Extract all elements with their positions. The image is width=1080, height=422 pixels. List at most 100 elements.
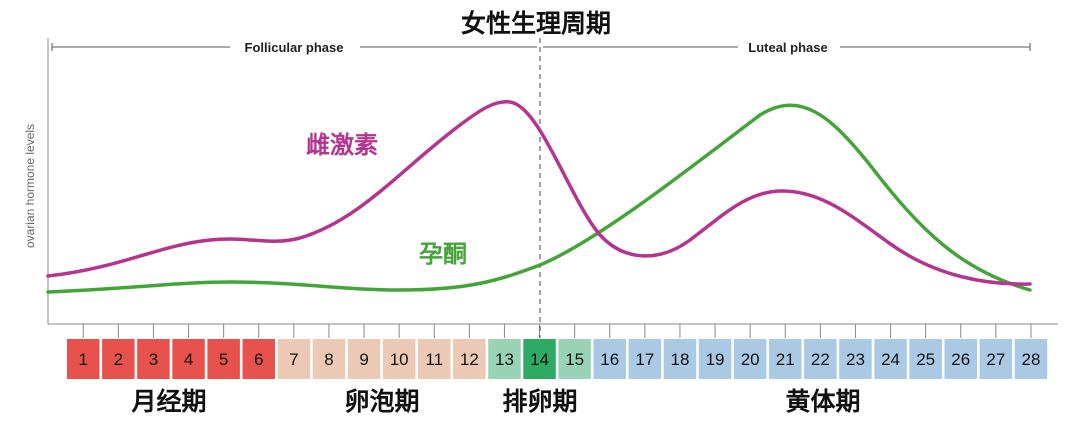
day-box [593, 339, 626, 379]
day-strip: 1 2 3 4 5 6 7 8 9 10 11 12 13 14 15 16 17 18 19 20 21 22 23 24 2… [67, 339, 1048, 379]
stage-label-luteal: 黄体期 [785, 387, 860, 416]
day-number: 18 [670, 350, 689, 369]
day-cell: 20 [733, 339, 767, 379]
day-box [663, 339, 697, 379]
day-box [453, 339, 486, 379]
day-box [137, 339, 170, 379]
day-box [347, 339, 381, 379]
day-cell: 23 [839, 339, 872, 379]
day-box [558, 339, 591, 379]
day-cell: 3 [137, 339, 170, 379]
day-cell: 15 [558, 339, 591, 379]
day-cell: 7 [277, 339, 311, 379]
day-cell: 5 [207, 339, 240, 379]
estrogen-curve [46, 100, 1032, 286]
day-number: 5 [219, 350, 228, 369]
day-box [804, 339, 837, 379]
day-box [979, 339, 1013, 379]
day-cell: 11 [418, 339, 451, 379]
day-box [839, 339, 872, 379]
luteal-phase-span: Luteal phase [543, 40, 1031, 55]
day-box [944, 339, 977, 379]
day-cell: 18 [663, 339, 697, 379]
day-cell: 12 [453, 339, 486, 379]
day-cell: 14 [523, 339, 556, 379]
day-cell: 13 [488, 339, 521, 379]
day-number: 9 [359, 350, 368, 369]
day-cell: 21 [769, 339, 802, 379]
day-box [523, 339, 556, 379]
day-number: 12 [460, 350, 479, 369]
estrogen-label: 雌激素 [306, 131, 378, 159]
day-box [312, 339, 346, 379]
stage-label-follicular: 卵泡期 [344, 387, 419, 416]
day-cell: 19 [698, 339, 732, 379]
x-axis-ticks [82, 324, 1032, 338]
day-cell: 28 [1014, 339, 1048, 379]
day-number: 7 [289, 350, 298, 369]
day-number: 2 [114, 350, 123, 369]
day-cell: 26 [944, 339, 977, 379]
luteal-phase-label: Luteal phase [748, 40, 827, 55]
day-box [1014, 339, 1048, 379]
day-box [488, 339, 521, 379]
day-box [172, 339, 205, 379]
follicular-phase-span: Follicular phase [51, 40, 537, 55]
day-box [733, 339, 767, 379]
day-number: 10 [390, 350, 409, 369]
day-cell: 25 [909, 339, 942, 379]
day-number: 27 [986, 350, 1005, 369]
day-box [277, 339, 311, 379]
day-cell: 8 [312, 339, 346, 379]
day-number: 17 [635, 350, 654, 369]
day-box [628, 339, 662, 379]
day-number: 19 [706, 350, 725, 369]
day-number: 24 [881, 350, 900, 369]
day-number: 23 [846, 350, 865, 369]
day-box [102, 339, 135, 379]
day-cell: 22 [804, 339, 837, 379]
progesterone-curve [46, 103, 1032, 294]
day-cell: 6 [242, 339, 275, 379]
day-box [909, 339, 942, 379]
day-number: 14 [530, 350, 549, 369]
day-number: 3 [149, 350, 158, 369]
progesterone-label: 孕酮 [419, 240, 467, 268]
day-cell: 17 [628, 339, 662, 379]
day-number: 25 [916, 350, 935, 369]
day-number: 4 [184, 350, 193, 369]
day-number: 28 [1021, 350, 1040, 369]
day-cell: 1 [67, 339, 100, 379]
day-number: 1 [79, 350, 88, 369]
day-number: 8 [324, 350, 333, 369]
day-number: 13 [495, 350, 514, 369]
day-box [698, 339, 732, 379]
stage-label-menstrual: 月经期 [130, 387, 206, 416]
day-cell: 4 [172, 339, 205, 379]
day-box [382, 339, 416, 379]
day-number: 16 [600, 350, 619, 369]
day-cell: 10 [382, 339, 416, 379]
day-number: 15 [565, 350, 584, 369]
day-number: 20 [741, 350, 760, 369]
day-cell: 2 [102, 339, 135, 379]
day-box [418, 339, 451, 379]
day-box [769, 339, 802, 379]
day-number: 26 [951, 350, 970, 369]
stage-label-ovulation: 排卵期 [502, 387, 577, 416]
page-title: 女性生理周期 [461, 9, 611, 38]
day-cell: 27 [979, 339, 1013, 379]
y-axis-label: ovarian hormone levels [23, 124, 37, 248]
day-number: 21 [776, 350, 795, 369]
day-number: 22 [811, 350, 830, 369]
day-cell: 24 [874, 339, 907, 379]
day-number: 11 [425, 350, 443, 369]
day-cell: 9 [347, 339, 381, 379]
follicular-phase-label: Follicular phase [245, 40, 344, 55]
day-number: 6 [254, 350, 263, 369]
day-box [874, 339, 907, 379]
day-box [242, 339, 275, 379]
day-box [207, 339, 240, 379]
